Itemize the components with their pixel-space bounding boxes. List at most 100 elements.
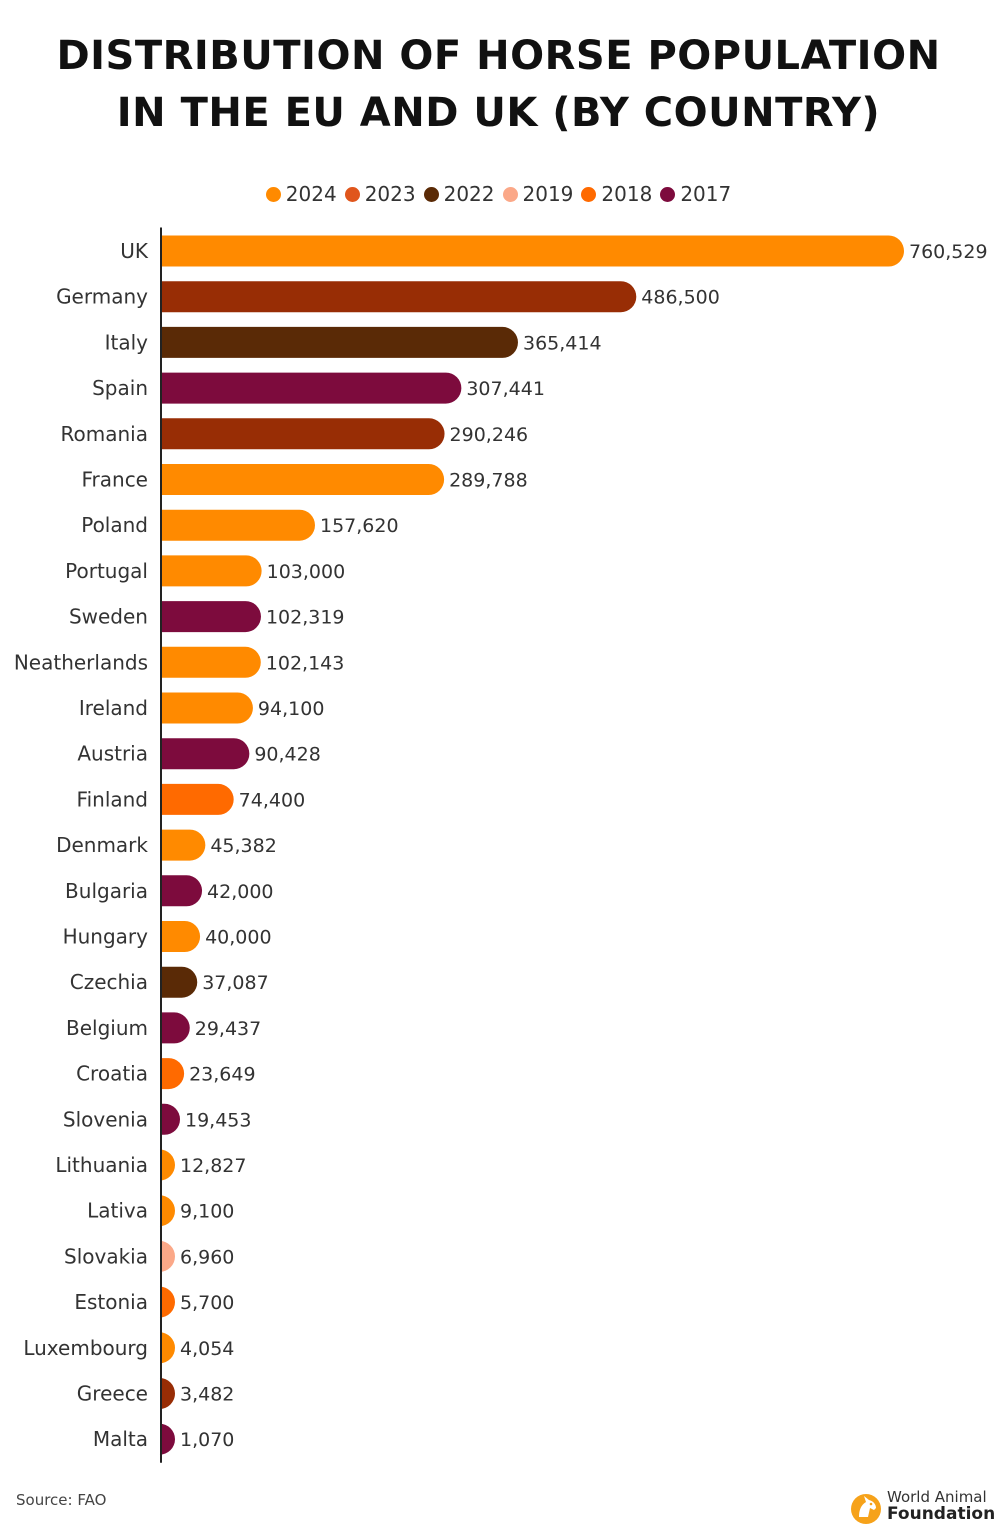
bar-slovenia [161,1103,181,1135]
bar-austria [161,738,250,770]
bar-row-romania: Romania 290,246 [61,418,528,450]
source-note: Source: FAO [16,1491,107,1509]
legend-item-2018: 2018 [581,182,652,206]
legend-label-2023: 2023 [364,182,416,206]
brand-name-line-1: World Animal [887,1488,987,1506]
bar-row-portugal: Portugal 103,000 [65,555,345,587]
value-label-czechia: 37,087 [202,972,268,994]
bar-luxembourg [159,1332,175,1364]
value-label-slovakia: 6,960 [180,1246,234,1268]
value-label-uk: 760,529 [909,241,988,263]
bar-row-poland: Poland 157,620 [81,509,399,541]
legend-dot-2019 [502,186,518,202]
category-label-slovenia: Slovenia [63,1107,148,1131]
bar-slovakia [159,1240,175,1272]
bar-row-luxembourg: Luxembourg 4,054 [23,1332,234,1364]
category-label-croatia: Croatia [76,1062,148,1086]
bar-germany [161,281,637,313]
value-label-lithuania: 12,827 [180,1155,246,1177]
bar-uk [161,235,904,267]
category-label-portugal: Portugal [65,559,148,583]
category-label-germany: Germany [56,285,148,309]
legend-dot-2018 [581,186,597,202]
category-label-denmark: Denmark [56,833,148,857]
category-label-sweden: Sweden [69,605,148,629]
bar-row-bulgaria: Bulgaria 42,000 [65,875,274,907]
legend-label-2022: 2022 [443,182,495,206]
chart-title-line-1: DISTRIBUTION OF HORSE POPULATION [56,33,941,79]
bar-row-lithuania: Lithuania 12,827 [55,1149,246,1181]
category-label-austria: Austria [77,742,148,766]
legend-label-2024: 2024 [285,182,337,206]
category-label-poland: Poland [81,513,148,537]
bar-row-italy: Italy 365,414 [105,326,602,358]
value-label-croatia: 23,649 [189,1064,255,1086]
category-label-lativa: Lativa [87,1199,148,1223]
bar-hungary [161,921,201,952]
category-label-lithuania: Lithuania [55,1153,148,1177]
bar-poland [161,509,315,541]
value-label-neatherlands: 102,143 [266,652,345,674]
bar-row-belgium: Belgium 29,437 [66,1012,261,1044]
bar-denmark [161,829,206,861]
bar-row-slovakia: Slovakia 6,960 [64,1240,234,1272]
value-label-bulgaria: 42,000 [207,881,273,903]
legend-dot-2023 [344,186,360,202]
legend-item-2019: 2019 [502,182,574,206]
value-label-poland: 157,620 [320,515,399,537]
category-label-belgium: Belgium [66,1016,148,1040]
bar-row-croatia: Croatia 23,649 [76,1058,256,1090]
bar-romania [161,418,445,450]
bar-spain [161,372,462,404]
value-label-estonia: 5,700 [180,1292,234,1314]
category-label-uk: UK [120,239,149,263]
bar-row-denmark: Denmark 45,382 [56,829,277,861]
value-label-austria: 90,428 [254,744,320,766]
category-label-romania: Romania [61,422,148,446]
bar-row-france: France 289,788 [81,464,528,495]
category-label-luxembourg: Luxembourg [23,1336,148,1360]
bar-malta [159,1423,175,1455]
legend-dot-2024 [265,186,281,202]
bar-row-germany: Germany 486,500 [56,281,720,313]
category-label-bulgaria: Bulgaria [65,879,148,903]
bar-row-spain: Spain 307,441 [92,372,545,404]
value-label-ireland: 94,100 [258,698,324,720]
bar-portugal [161,555,262,587]
category-label-neatherlands: Neatherlands [14,650,148,674]
legend-label-2018: 2018 [601,182,653,206]
value-label-greece: 3,482 [180,1384,234,1406]
bar-chart: UK 760,529 Germany 486,500 Italy 365,414 Spain… [14,227,988,1463]
bar-row-greece: Greece 3,482 [77,1378,234,1409]
legend-label-2019: 2019 [522,182,574,206]
bar-row-neatherlands: Neatherlands 102,143 [14,646,345,678]
bar-bulgaria [161,875,203,907]
value-label-sweden: 102,319 [266,607,345,629]
bar-row-lativa: Lativa 9,100 [87,1195,234,1227]
category-label-estonia: Estonia [74,1290,148,1314]
category-label-italy: Italy [105,330,149,354]
bar-ireland [161,692,253,724]
legend-dot-2017 [660,186,676,202]
value-label-lativa: 9,100 [180,1201,234,1223]
chart-title: DISTRIBUTION OF HORSE POPULATION IN THE … [0,28,997,142]
category-label-spain: Spain [92,376,148,400]
bar-row-hungary: Hungary 40,000 [63,921,272,952]
bar-row-austria: Austria 90,428 [77,738,321,770]
value-label-italy: 365,414 [523,332,602,354]
bar-finland [161,783,234,815]
chart-title-line-2: IN THE EU AND UK (BY COUNTRY) [116,90,881,136]
category-label-greece: Greece [77,1382,148,1406]
value-label-hungary: 40,000 [205,927,271,949]
value-label-belgium: 29,437 [195,1018,261,1040]
bar-row-finland: Finland 74,400 [77,783,305,815]
value-label-malta: 1,070 [180,1429,234,1451]
chart-legend: 2024 2023 2022 2019 2018 2017 [0,182,997,206]
bar-sweden [161,601,261,633]
bar-france [161,464,445,495]
bar-italy [161,326,518,358]
bar-row-malta: Malta 1,070 [93,1423,234,1455]
bar-row-uk: UK 760,529 [120,235,988,267]
brand-name-line-2: Foundation [887,1504,996,1524]
bar-lativa [159,1195,175,1227]
